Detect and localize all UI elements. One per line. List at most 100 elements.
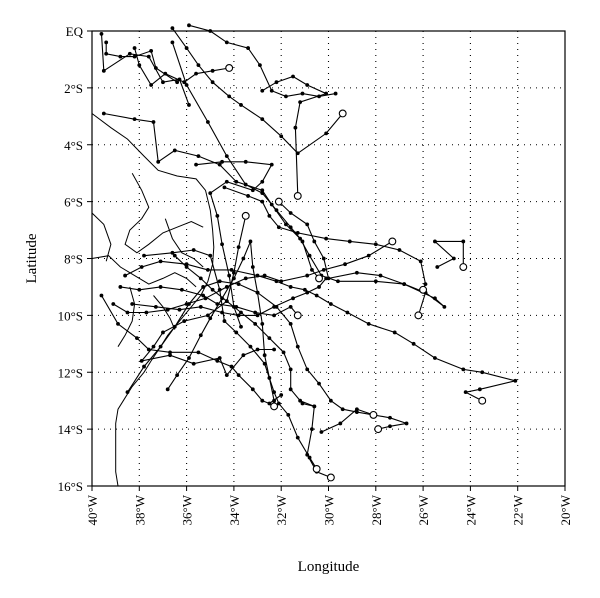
y-tick-label: 4°S (64, 138, 83, 153)
track-point (215, 358, 220, 363)
track-point (305, 290, 310, 295)
y-tick-label: 6°S (64, 195, 83, 210)
track-point (480, 370, 485, 375)
track-point (433, 296, 437, 301)
track-point (347, 239, 352, 244)
storm-track (113, 240, 393, 314)
track-point (127, 51, 132, 56)
x-tick-label: 30°W (322, 494, 337, 525)
track-point (269, 202, 274, 207)
track-point (267, 336, 272, 341)
track-point (340, 407, 345, 412)
track-point (281, 350, 286, 355)
track-point (272, 390, 277, 395)
track-point (175, 80, 180, 85)
coastline-segment (124, 172, 204, 254)
x-tick-label: 22°W (511, 494, 526, 525)
storm-track (188, 24, 336, 97)
track-point (151, 120, 156, 124)
track-point (260, 191, 265, 195)
track-point (305, 273, 310, 278)
track-point (220, 296, 224, 301)
track-point (187, 302, 191, 306)
track-point (248, 239, 253, 244)
track-point (328, 302, 333, 306)
track-point (196, 154, 201, 159)
track-origin-marker (369, 410, 378, 419)
track-point (217, 279, 222, 284)
track-point (324, 131, 329, 136)
track-point (276, 401, 281, 406)
track-point (312, 239, 317, 244)
track-point (433, 239, 437, 244)
coastline-segment (117, 286, 136, 347)
track-origin-marker (312, 464, 321, 473)
track-point (300, 91, 305, 96)
track-point (373, 279, 378, 284)
x-tick-label: 40°W (85, 494, 100, 525)
track-point (222, 319, 227, 323)
x-tick-label: 26°W (416, 494, 431, 525)
track-point (248, 344, 253, 349)
track-point (217, 287, 222, 292)
track-point (317, 94, 321, 99)
track-point (272, 313, 277, 318)
track-point (149, 49, 154, 53)
track-point (298, 236, 303, 241)
track-origin-marker (326, 473, 335, 482)
track-point (298, 398, 303, 403)
track-point (210, 80, 215, 85)
coastline-segment (91, 212, 112, 262)
track-point (366, 253, 371, 258)
track-point (123, 273, 128, 278)
track-point (300, 401, 305, 406)
y-tick-label: 12°S (58, 365, 83, 380)
track-point (336, 279, 340, 284)
storm-track (171, 27, 344, 155)
track-point (203, 296, 208, 301)
track-point (172, 324, 177, 329)
track-point (170, 250, 175, 255)
track-point (236, 245, 241, 250)
track-point (388, 415, 392, 420)
track-point (461, 367, 466, 372)
track-point (295, 435, 300, 440)
track-point (378, 273, 383, 278)
track-point (319, 430, 324, 434)
x-axis-label: Longitude (298, 559, 360, 575)
track-point (269, 88, 274, 93)
coastline-segment (164, 218, 204, 268)
track-point (288, 367, 293, 372)
track-origin-marker (293, 311, 302, 320)
track-point (224, 285, 229, 289)
track-point (255, 290, 260, 295)
track-point (217, 162, 222, 167)
track-point (267, 376, 272, 380)
track-origin-marker (315, 274, 323, 283)
track-point (137, 63, 142, 68)
track-point (392, 330, 397, 335)
storm-track (196, 161, 273, 327)
track-point (125, 310, 130, 315)
track-point (255, 273, 260, 278)
track-point (388, 424, 392, 429)
track-point (156, 159, 161, 164)
track-point (291, 74, 295, 79)
track-point (272, 304, 277, 309)
track-point (130, 302, 135, 306)
track-point (442, 304, 447, 309)
track-point (118, 54, 123, 59)
track-point (243, 159, 248, 164)
x-axis-ticks: 40°W 38°W 36°W 34°W 32°W 30°W 28°W 26°W 24°W 22°W… (85, 486, 573, 525)
track-point (205, 313, 210, 318)
track-point (354, 270, 359, 275)
track-point (239, 324, 243, 329)
track-point (111, 302, 116, 306)
track-point (184, 262, 189, 267)
track-point (201, 285, 206, 289)
track-point (246, 46, 250, 50)
track-point (187, 356, 191, 360)
track-point (288, 211, 293, 215)
coastline-segment (91, 113, 215, 487)
track-point (260, 398, 265, 403)
